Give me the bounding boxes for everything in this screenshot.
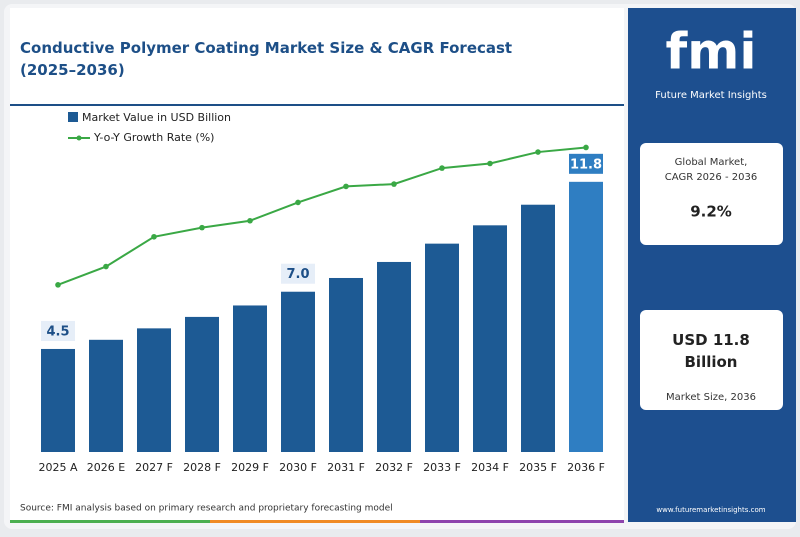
x-tick-label: 2036 F [567,461,605,474]
bar [185,316,219,452]
legend-label: Y-o-Y Growth Rate (%) [93,131,214,144]
source: Source: FMI analysis based on primary re… [20,504,393,514]
legend-dot [76,135,82,141]
bar [137,328,171,452]
x-tick-label: 2027 F [135,461,173,474]
x-tick-label: 2033 F [423,461,461,474]
line-point [535,149,541,155]
value-label: 4.5 [46,324,69,339]
cagr-card [640,143,783,245]
line [57,146,587,286]
line-point [487,160,493,167]
x-tick-label: 2032 F [375,461,413,474]
chart-title: Conductive Polymer Coating Market Size &… [20,39,512,79]
line-point [247,217,253,224]
stripe [10,520,210,523]
line-point [391,181,397,187]
x-tick-label: 2028 F [183,461,221,474]
legend-swatch [68,112,78,122]
line-point [103,263,109,270]
line-point [295,199,301,206]
logo: fmi [666,23,757,81]
bar [473,225,507,452]
x-tick-label: 2025 A [38,461,77,474]
size-label: Market Size, 2036 [666,392,756,403]
value-label-box [281,263,315,284]
value-label-box [569,153,603,174]
cagr-value: 9.2% [690,203,732,221]
bar [425,243,459,452]
legend-label: Market Value in USD Billion [82,111,231,124]
line-point [439,165,445,171]
cagr-label: Global Market, CAGR 2026 - 2036 [665,157,757,183]
stripe [420,520,624,523]
stripe [210,520,420,523]
line-point [583,144,589,151]
bar [89,339,123,452]
website: www.futuremarketinsights.com [656,506,765,514]
bar [377,261,411,452]
bar [233,305,267,452]
line-point [151,233,157,240]
bar [41,348,75,452]
x-tick-label: 2034 F [471,461,509,474]
bar [329,277,363,452]
value-label-box [41,320,75,341]
x-tick-label: 2030 F [279,461,317,474]
brand: Future Market Insights [655,90,767,101]
x-tick-label: 2035 F [519,461,557,474]
line-point [343,183,349,190]
line-point [55,282,61,288]
bar [569,181,603,453]
value-label: 11.8 [570,157,602,172]
x-tick-label: 2031 F [327,461,365,474]
bar [521,204,555,452]
value-label: 7.0 [286,267,309,282]
x-tick-label: 2029 F [231,461,269,474]
x-tick-label: 2026 E [87,461,125,474]
line-point [199,224,205,231]
size-value: USD 11.8 Billion [672,331,750,371]
size-card [640,310,783,410]
sidebar [628,8,796,522]
bar [281,291,315,452]
